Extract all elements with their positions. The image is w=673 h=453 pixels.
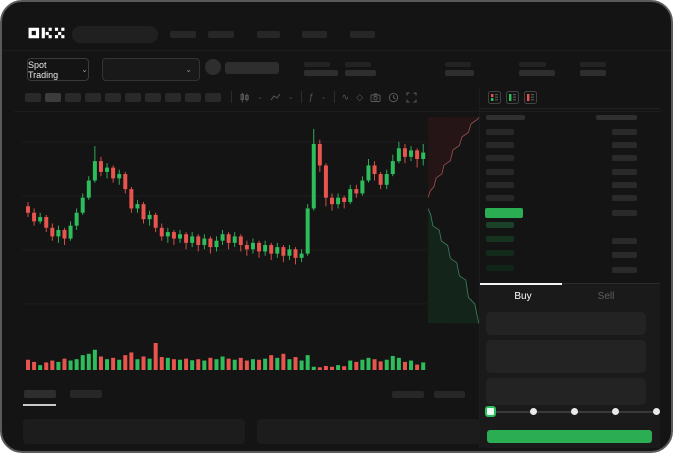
slider-stop[interactable] xyxy=(571,408,578,415)
order-panel: Buy Sell xyxy=(480,87,660,448)
fullscreen-icon[interactable] xyxy=(406,92,417,103)
book-asks-view-icon[interactable] xyxy=(524,91,537,104)
orderbook-cell xyxy=(612,155,637,162)
price-field[interactable] xyxy=(486,312,646,335)
total-field[interactable] xyxy=(486,378,646,405)
timeframe-button[interactable] xyxy=(45,93,61,102)
orderbook-cell xyxy=(612,142,637,149)
orderbook-cell xyxy=(612,168,637,175)
submit-order-button[interactable] xyxy=(487,430,652,443)
timeframe-button[interactable] xyxy=(125,93,141,102)
chevron-down-icon[interactable]: ⌄ xyxy=(257,94,263,101)
bottom-action[interactable] xyxy=(392,391,424,398)
candlestick-chart[interactable] xyxy=(22,116,427,331)
bid-row[interactable] xyxy=(486,236,514,243)
stat-value xyxy=(445,70,474,76)
wave-tool-icon[interactable]: ∿ xyxy=(341,91,350,102)
indicators-icon[interactable]: ƒ xyxy=(308,92,314,102)
history-icon[interactable] xyxy=(388,92,399,103)
nav-item[interactable] xyxy=(170,31,196,38)
bid-row[interactable] xyxy=(486,222,514,228)
pair-name-placeholder xyxy=(225,62,279,74)
orderbook-cell xyxy=(612,129,637,135)
search-bar[interactable] xyxy=(72,26,158,43)
stat-label xyxy=(345,62,371,67)
book-bids-view-icon[interactable] xyxy=(506,91,519,104)
pair-selector[interactable]: ⌄ xyxy=(102,58,200,81)
timeframe-bar xyxy=(25,93,221,102)
stat-value xyxy=(304,70,338,76)
chart-tools: ⌄ ⌄ ƒ ⌄ ∿ ◇ xyxy=(231,90,417,104)
timeframe-button[interactable] xyxy=(205,93,221,102)
timeframe-button[interactable] xyxy=(25,93,41,102)
slider-handle[interactable] xyxy=(485,406,496,417)
ask-row[interactable] xyxy=(486,142,514,149)
bottom-tab-active[interactable] xyxy=(24,390,56,398)
tab-sell[interactable]: Sell xyxy=(597,291,615,302)
nav-item[interactable] xyxy=(257,31,280,38)
nav-item[interactable] xyxy=(350,31,375,38)
timeframe-button[interactable] xyxy=(85,93,101,102)
coin-avatar xyxy=(205,59,221,75)
bottom-tab-underline xyxy=(23,404,56,406)
tab-buy[interactable]: Buy xyxy=(514,291,532,302)
stat-label xyxy=(519,62,546,67)
stat-label xyxy=(445,62,471,67)
amount-field[interactable] xyxy=(486,340,646,373)
bid-row[interactable] xyxy=(486,264,514,271)
orderbook-cell xyxy=(612,195,637,201)
orderbook-cell xyxy=(612,252,637,259)
chevron-down-icon[interactable]: ⌄ xyxy=(320,94,327,101)
last-price-bar[interactable] xyxy=(485,208,523,218)
book-split-view-icon[interactable] xyxy=(488,91,501,104)
orderbook-cell xyxy=(612,238,637,245)
stat-label xyxy=(304,62,330,67)
overlay-style-icon[interactable] xyxy=(270,92,281,103)
orderbook-amount-header xyxy=(596,115,637,120)
bottom-panel xyxy=(23,419,245,444)
stat-value xyxy=(519,70,555,76)
chevron-down-icon: ⌄ xyxy=(81,65,88,74)
tag-tool-icon[interactable]: ◇ xyxy=(356,91,364,102)
bottom-tab[interactable] xyxy=(70,390,102,398)
nav-item[interactable] xyxy=(208,31,234,38)
stat-label xyxy=(580,62,606,67)
orderbook-price-header xyxy=(486,115,525,120)
market-type-selector[interactable]: Spot Trading ⌄ xyxy=(27,58,89,81)
orderbook-view-switcher xyxy=(488,91,537,104)
timeframe-button[interactable] xyxy=(105,93,121,102)
timeframe-button[interactable] xyxy=(145,93,161,102)
orderbook-cell xyxy=(612,181,637,188)
timeframe-button[interactable] xyxy=(185,93,201,102)
orderbook-cell xyxy=(612,210,637,216)
volume-chart xyxy=(22,342,427,370)
timeframe-button[interactable] xyxy=(65,93,81,102)
bottom-action[interactable] xyxy=(434,391,465,398)
nav-item[interactable] xyxy=(302,31,327,38)
bottom-panel xyxy=(257,419,480,444)
ask-row[interactable] xyxy=(486,195,514,201)
camera-icon[interactable] xyxy=(370,92,381,103)
stat-value xyxy=(345,70,376,76)
stat-value xyxy=(580,70,606,76)
ask-row[interactable] xyxy=(486,129,514,135)
market-type-label: Spot Trading xyxy=(28,59,59,80)
timeframe-button[interactable] xyxy=(165,93,181,102)
slider-stop[interactable] xyxy=(653,408,660,415)
active-tab-underline xyxy=(480,283,562,285)
slider-stop[interactable] xyxy=(530,408,537,415)
ask-row[interactable] xyxy=(486,155,514,162)
depth-chart xyxy=(426,113,479,330)
orderbook-cell xyxy=(612,266,637,273)
slider-stop[interactable] xyxy=(612,408,619,415)
chevron-down-icon: ⌄ xyxy=(185,65,192,74)
ask-row[interactable] xyxy=(486,181,514,188)
chevron-down-icon[interactable]: ⌄ xyxy=(287,94,294,101)
ask-row[interactable] xyxy=(486,168,514,175)
bid-row[interactable] xyxy=(486,250,514,257)
candle-style-icon[interactable] xyxy=(239,92,250,103)
okx-logo xyxy=(28,27,66,40)
